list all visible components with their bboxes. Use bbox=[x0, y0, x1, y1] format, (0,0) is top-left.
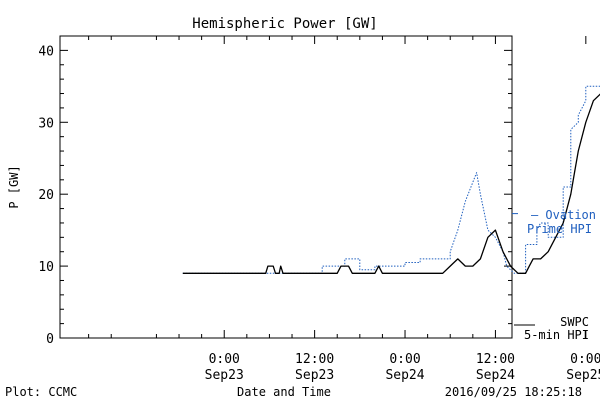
y-axis-label: P [GW] bbox=[7, 165, 21, 208]
legend-swpc-line1: SWPC bbox=[560, 315, 589, 329]
plot-frame bbox=[59, 35, 513, 339]
x-tick-label-date: Sep24 bbox=[385, 368, 424, 383]
legend: – Ovation Prime HPI SWPC 5-min HPI bbox=[512, 208, 596, 342]
x-tick-label-time: 12:00 bbox=[295, 352, 334, 367]
legend-ovation-line2: Prime HPI bbox=[527, 222, 592, 236]
plot-credit: Plot: CCMC bbox=[5, 385, 77, 399]
series-line-swpc bbox=[182, 93, 600, 274]
chart-title: Hemispheric Power [GW] bbox=[192, 16, 377, 32]
y-tick-label: 10 bbox=[38, 260, 54, 275]
y-tick-label: 30 bbox=[38, 116, 54, 131]
legend-swpc-line2: 5-min HPI bbox=[524, 328, 589, 342]
y-axis: 0 10 20 30 40 bbox=[38, 44, 512, 347]
series-line-ovation-prime bbox=[182, 85, 600, 274]
x-axis: 0:00Sep2312:00Sep230:00Sep2412:00Sep240:… bbox=[88, 36, 600, 383]
y-tick-label: 20 bbox=[38, 188, 54, 203]
x-tick-label-date: Sep25 bbox=[566, 368, 600, 383]
y-tick-label: 0 bbox=[46, 332, 54, 347]
x-tick-label-date: Sep24 bbox=[476, 368, 515, 383]
x-tick-label-date: Sep23 bbox=[205, 368, 244, 383]
legend-ovation-line1: – Ovation bbox=[531, 208, 596, 222]
x-axis-label: Date and Time bbox=[237, 385, 331, 399]
y-tick-label: 40 bbox=[38, 44, 54, 59]
x-tick-label-time: 0:00 bbox=[570, 352, 600, 367]
series-layer bbox=[182, 85, 600, 274]
x-tick-label-time: 0:00 bbox=[389, 352, 420, 367]
x-tick-label-time: 12:00 bbox=[476, 352, 515, 367]
plot-timestamp: 2016/09/25 18:25:18 bbox=[445, 385, 582, 399]
x-tick-label-time: 0:00 bbox=[209, 352, 240, 367]
x-tick-label-date: Sep23 bbox=[295, 368, 334, 383]
